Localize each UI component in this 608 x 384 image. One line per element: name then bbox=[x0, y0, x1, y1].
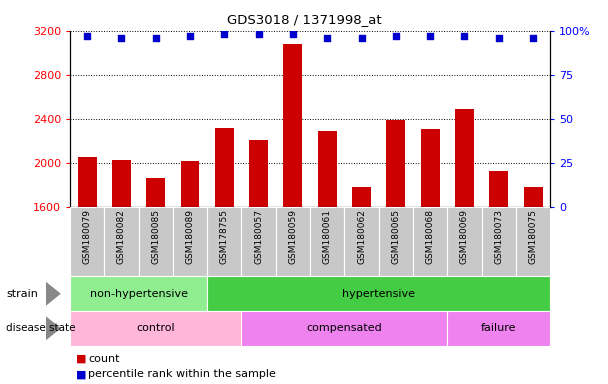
Text: GSM180073: GSM180073 bbox=[494, 209, 503, 265]
Bar bbox=[70, 207, 104, 276]
Bar bbox=[310, 207, 344, 276]
Point bbox=[288, 31, 298, 37]
Point bbox=[528, 35, 538, 41]
Bar bbox=[352, 187, 371, 207]
Bar bbox=[523, 187, 542, 207]
Text: GSM180082: GSM180082 bbox=[117, 209, 126, 264]
Point bbox=[151, 35, 161, 41]
Text: GSM180079: GSM180079 bbox=[83, 209, 92, 265]
Bar bbox=[215, 128, 233, 207]
Bar bbox=[379, 207, 413, 276]
Text: ■: ■ bbox=[76, 369, 86, 379]
Text: GSM180068: GSM180068 bbox=[426, 209, 435, 265]
Text: strain: strain bbox=[6, 289, 38, 299]
Point bbox=[117, 35, 126, 41]
Bar bbox=[112, 160, 131, 207]
Bar bbox=[482, 207, 516, 276]
Point bbox=[219, 31, 229, 37]
Polygon shape bbox=[46, 316, 61, 341]
Point bbox=[322, 35, 332, 41]
Text: GSM180059: GSM180059 bbox=[288, 209, 297, 265]
Point bbox=[254, 31, 263, 37]
Text: GSM180061: GSM180061 bbox=[323, 209, 332, 265]
Bar bbox=[455, 109, 474, 207]
Bar bbox=[447, 311, 550, 346]
Text: GSM178755: GSM178755 bbox=[220, 209, 229, 265]
Bar bbox=[139, 207, 173, 276]
Text: count: count bbox=[88, 354, 120, 364]
Point bbox=[425, 33, 435, 39]
Text: GSM180075: GSM180075 bbox=[528, 209, 537, 265]
Point bbox=[494, 35, 503, 41]
Bar bbox=[516, 207, 550, 276]
Bar bbox=[318, 131, 337, 207]
Polygon shape bbox=[46, 281, 61, 306]
Bar bbox=[249, 140, 268, 207]
Text: GDS3018 / 1371998_at: GDS3018 / 1371998_at bbox=[227, 13, 381, 26]
Bar bbox=[207, 207, 241, 276]
Point bbox=[82, 33, 92, 39]
Bar bbox=[241, 207, 276, 276]
Bar bbox=[413, 207, 447, 276]
Text: failure: failure bbox=[481, 323, 517, 333]
Text: GSM180069: GSM180069 bbox=[460, 209, 469, 265]
Text: hypertensive: hypertensive bbox=[342, 289, 415, 299]
Point bbox=[357, 35, 367, 41]
Bar bbox=[489, 171, 508, 207]
Point bbox=[460, 33, 469, 39]
Text: non-hypertensive: non-hypertensive bbox=[89, 289, 187, 299]
Bar bbox=[181, 161, 199, 207]
Text: ■: ■ bbox=[76, 354, 86, 364]
Bar bbox=[276, 207, 310, 276]
Bar bbox=[70, 311, 241, 346]
Text: GSM180057: GSM180057 bbox=[254, 209, 263, 265]
Bar bbox=[344, 207, 379, 276]
Text: disease state: disease state bbox=[6, 323, 75, 333]
Bar bbox=[207, 276, 550, 311]
Text: compensated: compensated bbox=[306, 323, 382, 333]
Point bbox=[391, 33, 401, 39]
Bar bbox=[283, 44, 302, 207]
Bar bbox=[421, 129, 440, 207]
Text: GSM180085: GSM180085 bbox=[151, 209, 160, 265]
Point bbox=[185, 33, 195, 39]
Text: GSM180065: GSM180065 bbox=[392, 209, 400, 265]
Bar bbox=[70, 276, 207, 311]
Bar bbox=[147, 177, 165, 207]
Text: percentile rank within the sample: percentile rank within the sample bbox=[88, 369, 276, 379]
Bar bbox=[104, 207, 139, 276]
Text: control: control bbox=[136, 323, 175, 333]
Bar bbox=[447, 207, 482, 276]
Text: GSM180062: GSM180062 bbox=[357, 209, 366, 264]
Bar bbox=[78, 157, 97, 207]
Text: GSM180089: GSM180089 bbox=[185, 209, 195, 265]
Bar bbox=[387, 120, 406, 207]
Bar bbox=[173, 207, 207, 276]
Bar bbox=[241, 311, 447, 346]
